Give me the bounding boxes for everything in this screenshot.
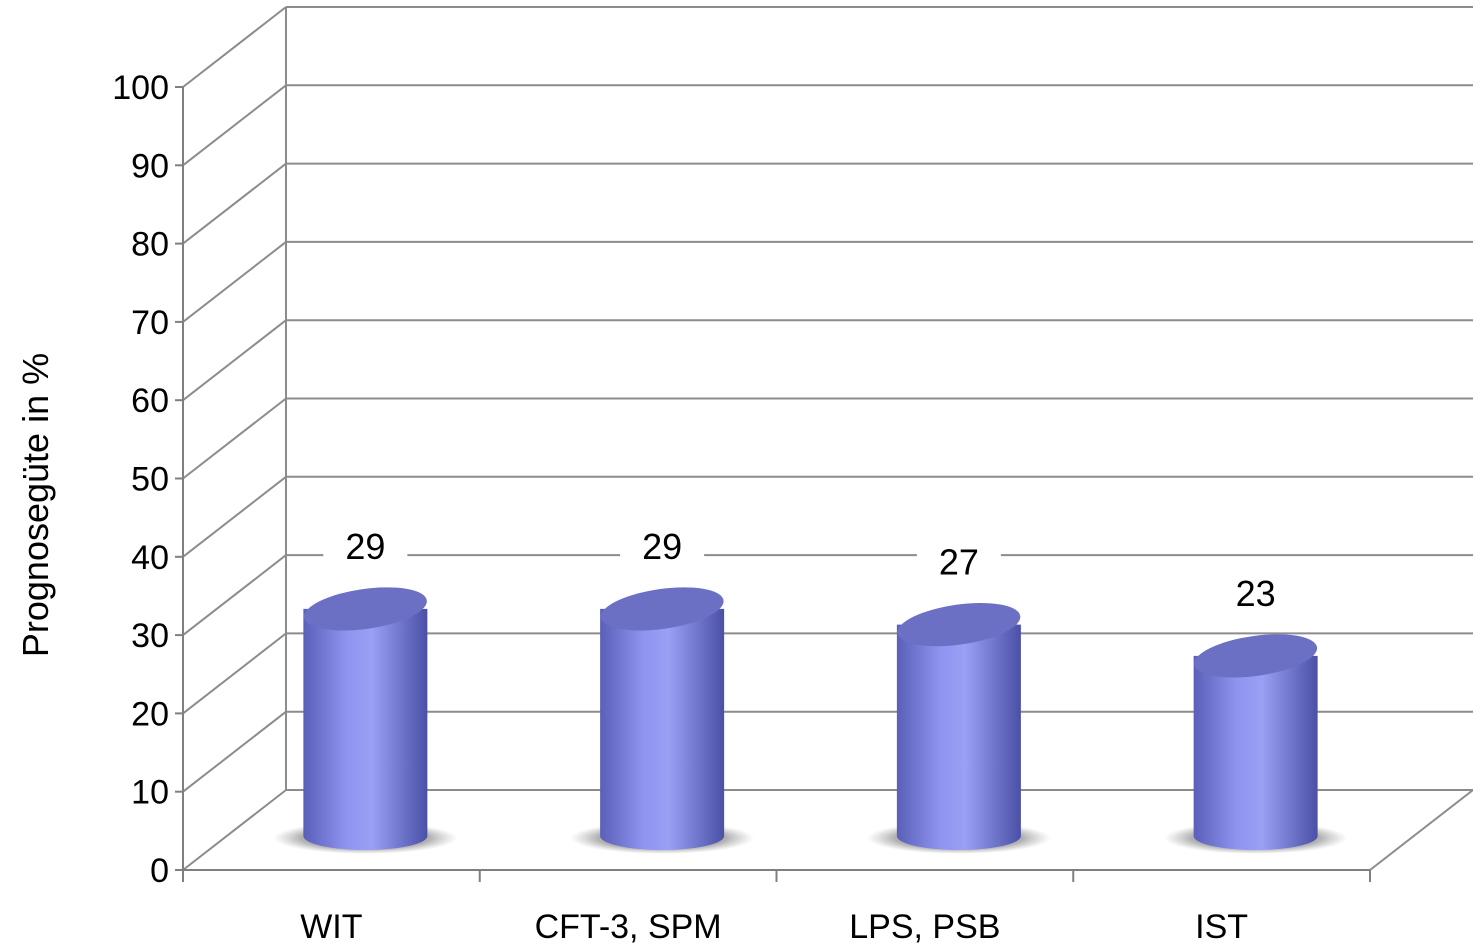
bar bbox=[896, 624, 1021, 850]
side-gridline bbox=[182, 476, 287, 558]
data-label: 27 bbox=[939, 542, 979, 583]
data-label: 29 bbox=[642, 526, 682, 567]
y-tick-label: 10 bbox=[131, 774, 169, 812]
x-tick-label: LPS, PSB bbox=[849, 908, 1000, 946]
y-tick-label: 20 bbox=[131, 695, 169, 733]
data-label-bg bbox=[916, 540, 1001, 587]
data-label-bg bbox=[323, 524, 408, 571]
bar bbox=[600, 608, 725, 850]
floor-right-edge bbox=[1369, 789, 1473, 871]
side-gridline bbox=[182, 710, 287, 793]
y-tick-label: 40 bbox=[131, 539, 169, 577]
y-tick-label: 90 bbox=[131, 147, 169, 185]
bar-top bbox=[600, 587, 724, 631]
y-tick-label: 50 bbox=[131, 461, 169, 499]
side-gridline bbox=[182, 6, 287, 88]
bar-top bbox=[303, 587, 427, 631]
side-gridline bbox=[182, 554, 287, 636]
data-label-bg bbox=[1213, 571, 1298, 618]
bar bbox=[303, 608, 428, 850]
x-tick-label: IST bbox=[1195, 908, 1248, 946]
side-gridline bbox=[182, 397, 287, 480]
gridlines bbox=[182, 6, 1473, 871]
labels: 0 10 20 30 40 50 60 70 80 90 100 29 WIT 29 CFT-3, SPM 2… bbox=[112, 69, 1298, 946]
data-label: 23 bbox=[1236, 573, 1276, 614]
y-tick-label: 60 bbox=[131, 382, 169, 420]
y-tick-label: 30 bbox=[131, 617, 169, 655]
axes bbox=[175, 86, 1371, 882]
side-gridline bbox=[182, 84, 287, 167]
x-tick-label: WIT bbox=[300, 908, 362, 946]
y-tick-label: 0 bbox=[150, 852, 169, 890]
data-label: 29 bbox=[345, 526, 385, 567]
side-gridline bbox=[182, 632, 287, 715]
y-tick-label: 80 bbox=[131, 226, 169, 264]
y-tick-label: 70 bbox=[131, 304, 169, 342]
bar-top bbox=[897, 602, 1021, 647]
bar bbox=[1193, 655, 1318, 850]
bar-top bbox=[1194, 634, 1318, 678]
side-gridline bbox=[182, 789, 287, 871]
x-tick-label: CFT-3, SPM bbox=[535, 908, 722, 946]
y-axis-title: Prognosegüte in % bbox=[15, 353, 56, 657]
data-label-bg bbox=[620, 524, 705, 571]
side-gridline bbox=[182, 319, 287, 401]
side-gridline bbox=[182, 162, 287, 245]
side-gridline bbox=[182, 241, 287, 323]
y-tick-label: 100 bbox=[112, 69, 169, 107]
bars bbox=[273, 587, 1348, 854]
